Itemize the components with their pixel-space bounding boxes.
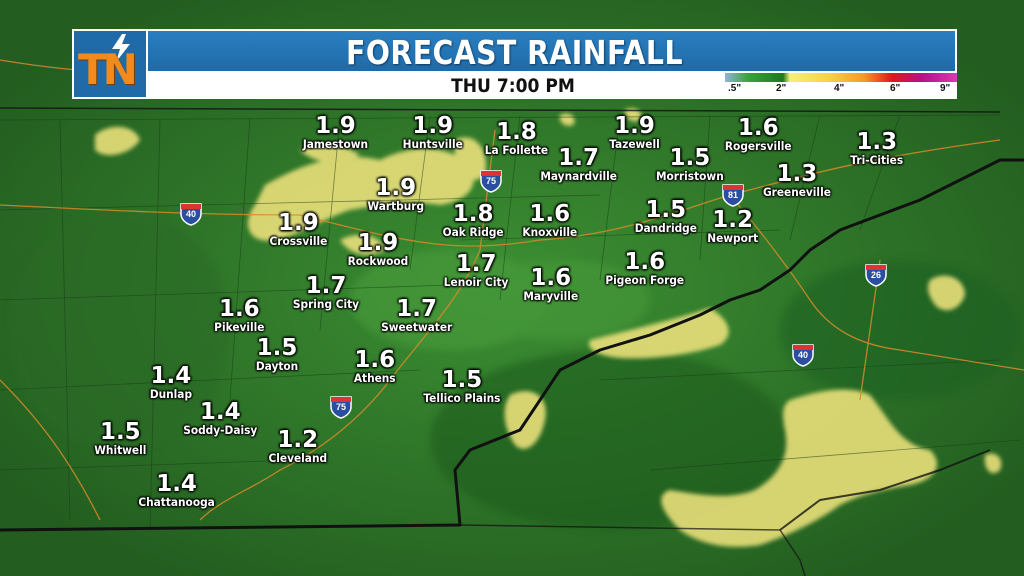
forecast-time: THU 7:00 PM [451, 75, 575, 97]
city-tri-cities: 1.3 Tri-Cities [850, 129, 904, 167]
interstate-75-shield-north: 75 [479, 169, 503, 193]
interstate-26-shield: 26 [864, 263, 888, 287]
page-title: FORECAST RAINFALL [346, 33, 683, 72]
city-oak-ridge: 1.8 Oak Ridge [442, 201, 504, 239]
interstate-81-shield: 81 [721, 183, 745, 207]
city-dunlap: 1.4 Dunlap [149, 363, 193, 401]
interstate-75-shield-south: 75 [329, 395, 353, 419]
lightning-bolt-icon [112, 34, 130, 62]
logo-text: TN [78, 45, 138, 94]
title-bar: FORECAST RAINFALL [72, 29, 957, 73]
city-sweetwater: 1.7 Sweetwater [381, 296, 453, 334]
scale-tick: .5" [728, 83, 742, 94]
scale-tick: 4" [834, 83, 845, 94]
city-maynardville: 1.7 Maynardville [540, 145, 617, 183]
city-huntsville: 1.9 Huntsville [402, 113, 463, 151]
city-dandridge: 1.5 Dandridge [634, 197, 697, 235]
city-dayton: 1.5 Dayton [255, 335, 299, 373]
city-newport: 1.2 Newport [707, 207, 759, 245]
city-crossville: 1.9 Crossville [269, 210, 328, 248]
rainfall-2in-areas [95, 108, 1002, 547]
city-pigeon-forge: 1.6 Pigeon Forge [605, 249, 685, 287]
city-soddy-daisy: 1.4 Soddy-Daisy [183, 399, 258, 437]
city-lenoir-city: 1.7 Lenoir City [443, 251, 509, 289]
scale-tick: 2" [776, 83, 787, 94]
city-rockwood: 1.9 Rockwood [347, 230, 409, 268]
city-greeneville: 1.3 Greeneville [762, 161, 831, 199]
city-rogersville: 1.6 Rogersville [724, 115, 792, 153]
city-tazewell: 1.9 Tazewell [609, 113, 660, 151]
city-wartburg: 1.9 Wartburg [367, 175, 425, 213]
city-athens: 1.6 Athens [353, 347, 396, 385]
county-lines [0, 114, 1021, 531]
city-la-follette: 1.8 La Follette [484, 119, 549, 157]
city-tellico-plains: 1.5 Tellico Plains [423, 367, 501, 405]
city-knoxville: 1.6 Knoxville [522, 201, 578, 239]
city-pikeville: 1.6 Pikeville [214, 296, 265, 334]
interstate-40-shield-west: 40 [179, 202, 203, 226]
station-logo: TN [72, 29, 148, 99]
city-jamestown: 1.9 Jamestown [302, 113, 369, 151]
city-whitwell: 1.5 Whitwell [94, 419, 147, 457]
city-maryville: 1.6 Maryville [523, 265, 579, 303]
city-cleveland: 1.2 Cleveland [268, 427, 328, 465]
city-spring-city: 1.7 Spring City [292, 273, 360, 311]
scale-tick: 9" [940, 83, 951, 94]
rainfall-color-scale: .5" 2" 4" 6" 9" [722, 71, 957, 99]
scale-tick: 6" [890, 83, 901, 94]
interstate-40-shield-east: 40 [791, 343, 815, 367]
city-chattanooga: 1.4 Chattanooga [138, 471, 215, 509]
header-banner: FORECAST RAINFALL THU 7:00 PM .5" 2" 4" … [72, 29, 957, 99]
color-scale-bar [725, 73, 957, 82]
city-morristown: 1.5 Morristown [655, 145, 724, 183]
state-border [0, 107, 1024, 576]
